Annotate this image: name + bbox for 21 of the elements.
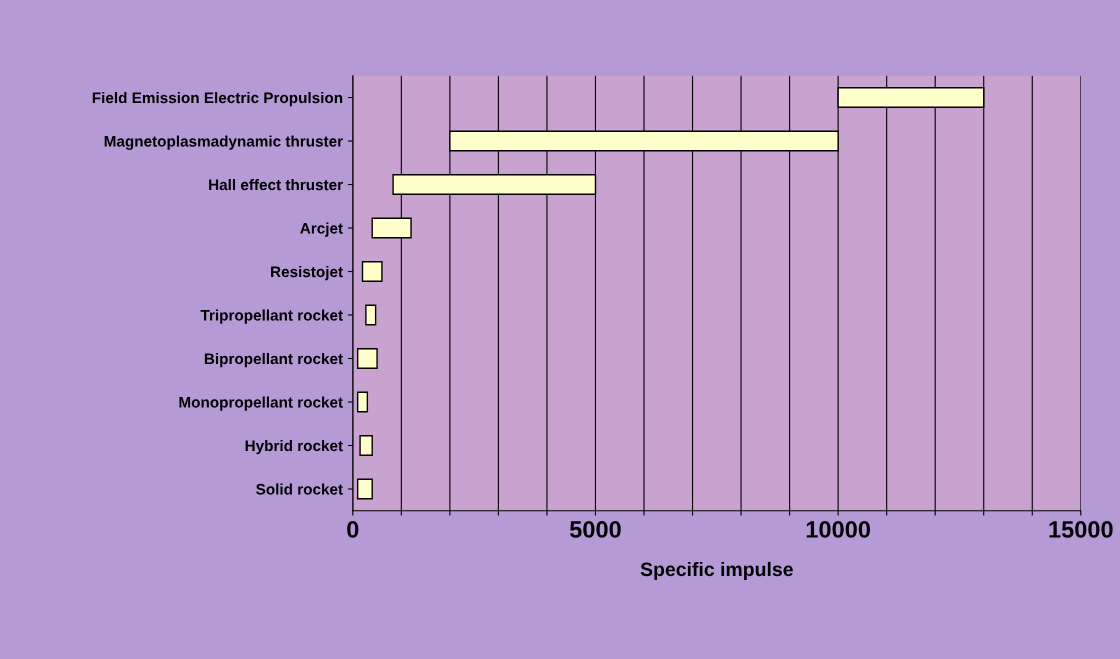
y-tick-label: Tripropellant rocket: [200, 309, 343, 324]
y-tick-label: Field Emission Electric Propulsion: [92, 92, 343, 107]
bar: [365, 304, 377, 326]
x-tick-label: 0: [347, 521, 359, 538]
bar: [356, 348, 378, 369]
y-tick-label: Resistojet: [271, 265, 343, 281]
y-tick-label: Hybrid rocket: [245, 439, 343, 455]
x-tick-label: 5000: [569, 521, 621, 538]
x-tick-label: 10000: [806, 521, 870, 538]
bar: [359, 435, 373, 456]
y-tick-label: Solid rocket: [256, 483, 343, 495]
x-tick-label: 15000: [1049, 521, 1113, 538]
y-tick-label: Monopropellant rocket: [179, 396, 343, 411]
bar: [356, 391, 369, 413]
x-axis-title: Specific impulse: [640, 561, 793, 581]
bar: [356, 478, 373, 500]
y-tick-label: Bipropellant rocket: [204, 352, 343, 368]
y-tick-label: Hall effect thruster: [209, 178, 343, 191]
y-tick-label: Arcjet: [300, 222, 343, 237]
bar: [361, 261, 383, 282]
y-tick-label: Magnetoplasmadynamic thruster: [104, 135, 343, 150]
